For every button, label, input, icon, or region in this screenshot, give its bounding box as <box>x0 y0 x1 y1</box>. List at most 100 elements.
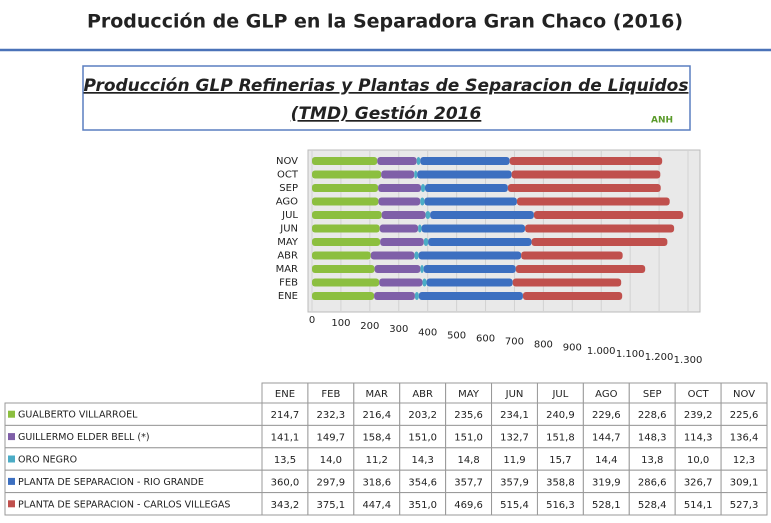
table-header: JUL <box>551 389 568 400</box>
bar-segment <box>522 292 623 300</box>
table-header: OCT <box>688 389 710 400</box>
y-tick-label: AGO <box>276 197 298 208</box>
table-header: AGO <box>595 389 617 400</box>
table-value: 144,7 <box>592 433 621 444</box>
y-tick-label: NOV <box>276 156 298 167</box>
table-value: 14,8 <box>457 455 479 466</box>
bar-segment <box>312 157 378 165</box>
bar-segment <box>312 238 381 246</box>
table-value: 354,6 <box>408 477 437 488</box>
table-value: 15,7 <box>549 455 571 466</box>
table-value: 10,0 <box>687 455 709 466</box>
bar-segment <box>421 184 426 192</box>
table-value: 240,9 <box>546 410 575 421</box>
chart-title: Producción GLP Refinerias y Plantas de S… <box>84 76 689 96</box>
legend-label: PLANTA DE SEPARACION - CARLOS VILLEGAS <box>18 499 230 510</box>
legend-swatch <box>8 477 15 485</box>
table-value: 229,6 <box>592 410 621 421</box>
table-value: 151,0 <box>408 433 437 444</box>
table-value: 225,6 <box>730 410 759 421</box>
bar-segment <box>377 157 417 165</box>
y-tick-label: ABR <box>277 251 298 262</box>
bar-segment <box>414 251 419 260</box>
bar-segment <box>507 184 661 192</box>
table-value: 14,0 <box>320 455 342 466</box>
bar-segment <box>381 170 415 179</box>
bar-segment <box>312 278 380 287</box>
legend-swatch <box>8 433 15 441</box>
x-tick-label: 900 <box>563 343 582 354</box>
table-value: 375,1 <box>317 500 346 511</box>
bar-segment <box>417 170 512 179</box>
bar-segment <box>425 184 508 192</box>
bar-segment <box>418 224 422 233</box>
table-value: 114,3 <box>684 433 713 444</box>
x-tick-label: 800 <box>534 340 553 351</box>
table-value: 469,6 <box>454 500 483 511</box>
legend-label: GUILLERMO ELDER BELL (*) <box>18 432 150 443</box>
bar-segment <box>312 265 375 273</box>
table-value: 343,2 <box>271 500 300 511</box>
table-header: JUN <box>505 389 524 400</box>
table-header: FEB <box>321 389 340 400</box>
table-value: 309,1 <box>730 477 759 488</box>
legend-swatch <box>8 410 15 418</box>
bar-segment <box>423 238 429 246</box>
bar-segment <box>380 238 424 246</box>
table-value: 228,6 <box>638 410 667 421</box>
bar-segment <box>378 184 422 192</box>
bar-segment <box>420 157 510 165</box>
bar-segment <box>312 184 379 192</box>
bar-segment <box>312 292 375 300</box>
title-box <box>82 65 691 131</box>
logo: ANH <box>651 116 673 126</box>
slide-title: Producción de GLP en la Separadora Gran … <box>87 11 683 33</box>
table-value: 357,9 <box>500 477 529 488</box>
x-tick-label: 700 <box>505 337 524 348</box>
x-tick-label: 600 <box>476 333 495 344</box>
y-tick-label: JUN <box>279 224 298 235</box>
bar-segment <box>422 278 427 287</box>
bar-segment <box>424 197 517 206</box>
chart-subtitle: (TMD) Gestión 2016 <box>291 104 482 124</box>
bar-segment <box>379 224 419 233</box>
table-value: 528,4 <box>638 500 667 511</box>
bar-segment <box>420 265 424 273</box>
bar-segment <box>381 211 426 219</box>
table-value: 528,1 <box>592 500 621 511</box>
bar-segment <box>428 238 532 246</box>
legend-label: ORO NEGRO <box>18 455 77 466</box>
table-value: 360,0 <box>271 477 300 488</box>
table-value: 149,7 <box>317 433 346 444</box>
legend-swatch <box>8 455 15 463</box>
x-tick-label: 1.200 <box>645 352 674 363</box>
y-tick-label: MAY <box>277 237 299 248</box>
bar-segment <box>426 278 513 287</box>
bar-segment <box>521 251 623 260</box>
table-value: 297,9 <box>317 477 346 488</box>
table-header: NOV <box>733 389 755 400</box>
bar-segment <box>421 224 526 233</box>
y-tick-label: OCT <box>277 170 299 181</box>
bar-segment <box>378 197 421 206</box>
y-tick-label: JUL <box>281 210 298 221</box>
bar-segment <box>379 278 423 287</box>
table-value: 447,4 <box>362 500 391 511</box>
table-value: 351,0 <box>408 500 437 511</box>
y-tick-label: ENE <box>278 291 298 302</box>
table-value: 151,0 <box>454 433 483 444</box>
table-value: 14,4 <box>595 455 617 466</box>
bar-segment <box>418 292 523 300</box>
table-value: 136,4 <box>730 433 759 444</box>
table-value: 216,4 <box>362 410 391 421</box>
bar-segment <box>374 265 421 273</box>
x-tick-label: 1.100 <box>616 349 645 360</box>
bar-segment <box>418 251 522 260</box>
x-tick-label: 100 <box>331 318 350 329</box>
y-tick-label: SEP <box>279 183 298 194</box>
bar-segment <box>312 224 380 233</box>
bar-segment <box>533 211 684 219</box>
table-value: 516,3 <box>546 500 575 511</box>
